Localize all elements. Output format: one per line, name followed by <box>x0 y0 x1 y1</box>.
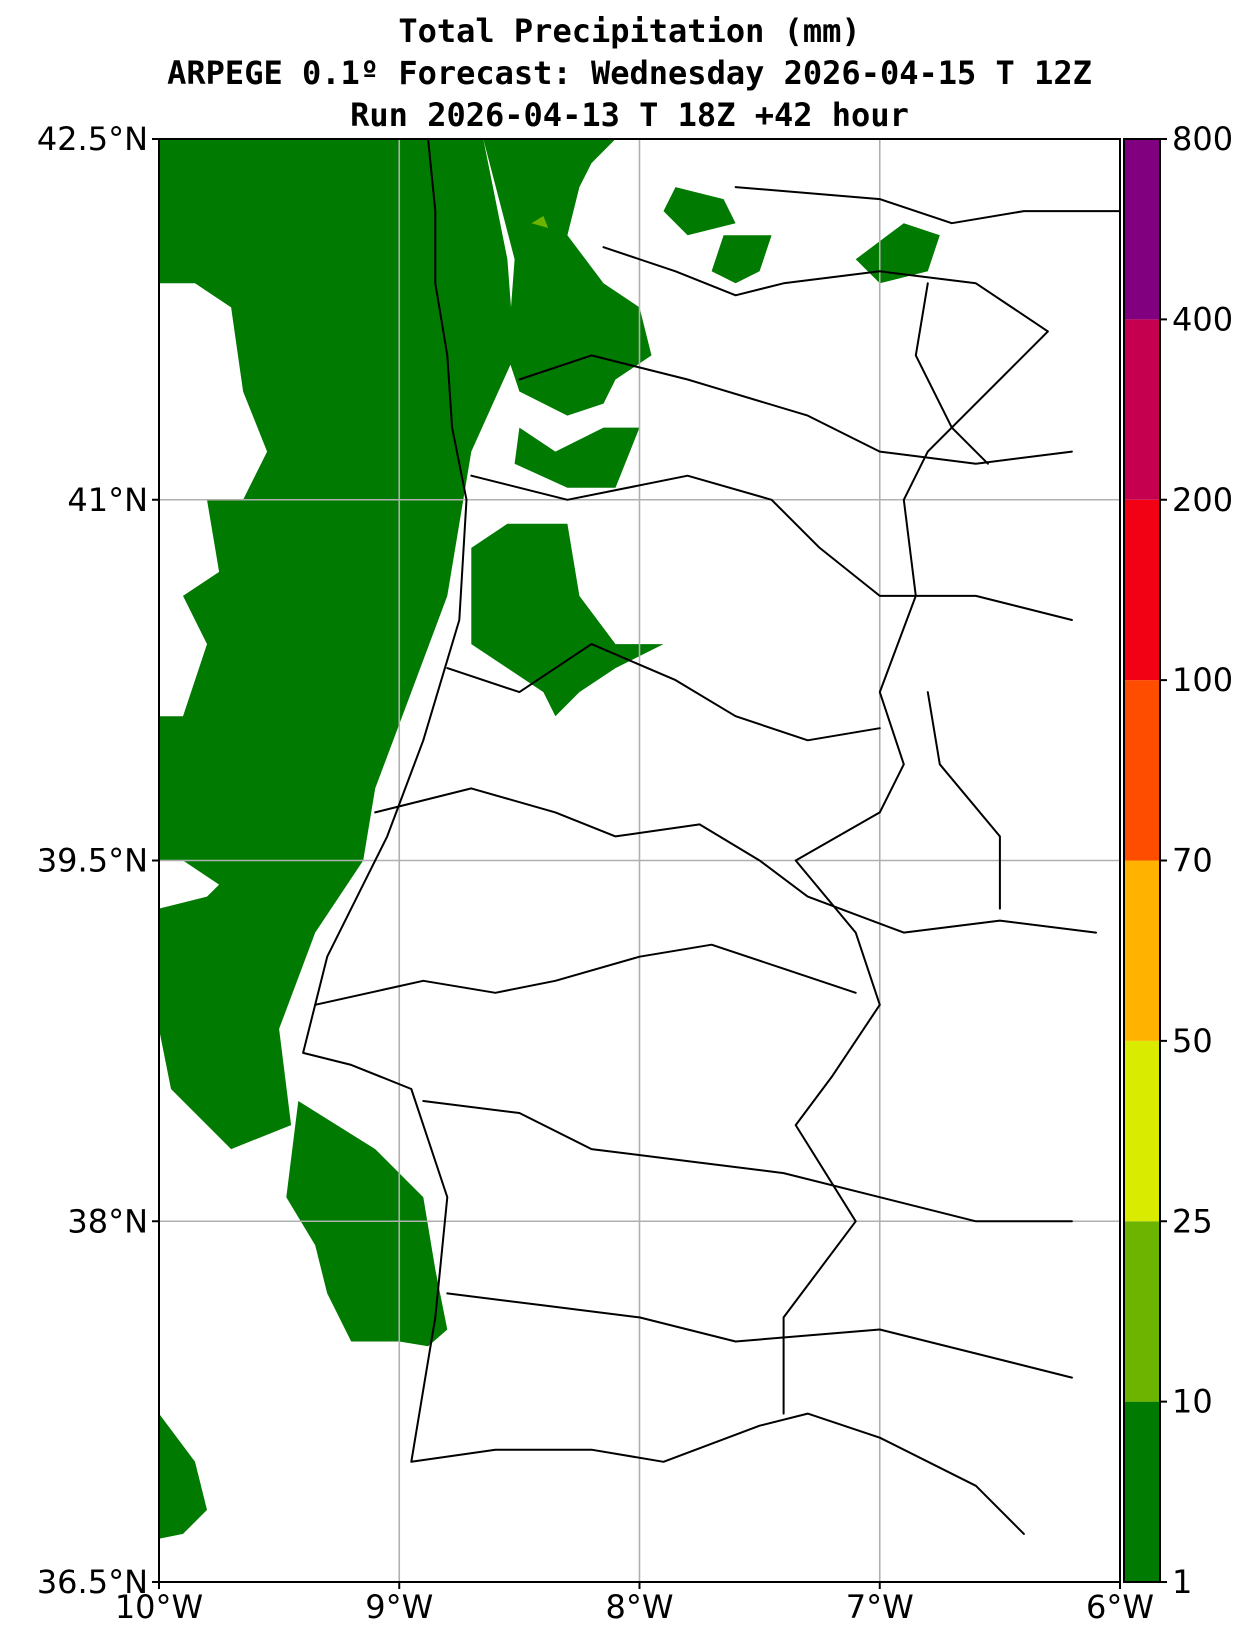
district-line-8 <box>734 186 1121 225</box>
lat-tick-label: 41°N <box>67 481 148 519</box>
colorbar-tick-label: 25 <box>1172 1202 1213 1240</box>
colorbar-segment <box>1124 680 1160 861</box>
colorbar: 1 10 25 50 70 100 200 400 800 <box>1123 120 1233 1601</box>
colorbar-tick-label: 400 <box>1172 300 1233 338</box>
colorbar-segment <box>1124 1221 1160 1402</box>
lat-tick-label: 38°N <box>67 1202 148 1240</box>
district-line-4 <box>374 787 1097 934</box>
lat-tick-label: 36.5°N <box>37 1563 148 1601</box>
precip-central <box>471 523 664 717</box>
district-line-10 <box>926 691 1001 910</box>
colorbar-tick-label: 100 <box>1172 661 1233 699</box>
grid-layer <box>159 139 1120 1582</box>
lat-tick-label: 39.5°N <box>37 842 148 880</box>
lon-tick-label: 9°W <box>365 1588 433 1626</box>
lon-tick-label: 7°W <box>846 1588 914 1626</box>
colorbar-segment <box>1124 1401 1160 1582</box>
precip-ne-blob-2 <box>711 235 772 284</box>
precip-offshore-south <box>286 1101 448 1347</box>
district-line-9 <box>914 282 989 465</box>
precip-ne-blob-3 <box>855 223 940 284</box>
precip-sw-corner <box>159 1413 207 1539</box>
colorbar-tick-label: 800 <box>1172 120 1233 158</box>
map-plot-area <box>158 138 1121 1583</box>
district-line-1 <box>518 354 1073 465</box>
border-layer <box>302 138 1121 1535</box>
district-line-5 <box>314 943 857 1006</box>
lon-tick-label: 6°W <box>1086 1588 1154 1626</box>
latitude-ticks: 36.5°N 38°N 39.5°N 41°N 42.5°N <box>37 120 159 1601</box>
colorbar-segment <box>1124 1040 1160 1222</box>
district-line-3 <box>446 643 881 742</box>
colorbar-segment <box>1124 860 1160 1041</box>
coastline <box>302 138 1025 1535</box>
precip-north-inner <box>514 427 640 488</box>
colorbar-tick-label: 1 <box>1172 1563 1192 1601</box>
lon-tick-label: 8°W <box>606 1588 674 1626</box>
colorbar-tick-label: 200 <box>1172 481 1233 519</box>
title-line-1: Total Precipitation (mm) <box>398 12 860 50</box>
precip-north-inland <box>483 139 652 416</box>
precip-ne-blob-1 <box>663 187 736 236</box>
longitude-ticks: 10°W 9°W 8°W 7°W 6°W <box>115 1582 1154 1626</box>
title-line-3: Run 2026-04-13 T 18Z +42 hour <box>350 96 909 134</box>
district-line-6 <box>422 1100 1073 1223</box>
portugal-spain-border <box>602 246 1049 1415</box>
title-block: Total Precipitation (mm) ARPEGE 0.1º For… <box>167 12 1092 134</box>
colorbar-segment <box>1124 139 1160 320</box>
district-line-7 <box>446 1292 1073 1379</box>
lon-tick-label: 10°W <box>115 1588 203 1626</box>
colorbar-tick-label: 10 <box>1172 1383 1213 1421</box>
title-line-2: ARPEGE 0.1º Forecast: Wednesday 2026-04-… <box>167 54 1092 92</box>
colorbar-tick-label: 50 <box>1172 1022 1213 1060</box>
precip-spot-1 <box>531 216 549 228</box>
colorbar-segment <box>1124 499 1160 681</box>
district-line-2 <box>470 474 1073 621</box>
lat-tick-label: 42.5°N <box>37 120 148 158</box>
colorbar-segment <box>1124 319 1160 500</box>
precipitation-layer <box>159 139 940 1539</box>
colorbar-tick-label: 70 <box>1172 842 1213 880</box>
precip-offshore-main <box>159 139 515 1150</box>
